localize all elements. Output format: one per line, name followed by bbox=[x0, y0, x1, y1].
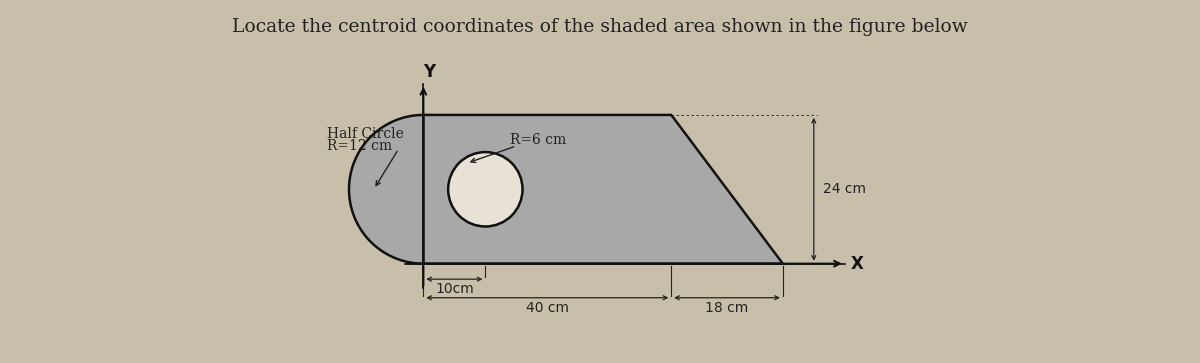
Text: 40 cm: 40 cm bbox=[526, 301, 569, 315]
Text: Y: Y bbox=[424, 63, 436, 81]
Text: 18 cm: 18 cm bbox=[706, 301, 749, 315]
Text: R=6 cm: R=6 cm bbox=[510, 133, 566, 147]
Circle shape bbox=[448, 152, 522, 227]
Text: 24 cm: 24 cm bbox=[823, 182, 866, 196]
Polygon shape bbox=[424, 115, 782, 264]
Text: R=12 cm: R=12 cm bbox=[328, 139, 392, 153]
Text: Half Circle: Half Circle bbox=[328, 127, 404, 140]
Text: 10cm: 10cm bbox=[434, 282, 474, 296]
Text: Locate the centroid coordinates of the shaded area shown in the figure below: Locate the centroid coordinates of the s… bbox=[232, 18, 968, 36]
Polygon shape bbox=[349, 115, 424, 264]
Text: X: X bbox=[851, 255, 864, 273]
